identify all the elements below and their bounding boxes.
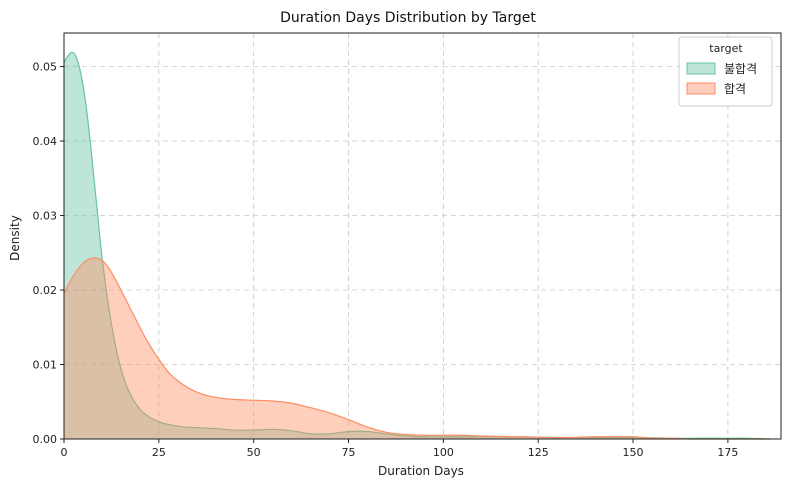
y-tick-label: 0.00 xyxy=(33,433,58,446)
x-tick-label: 100 xyxy=(433,446,454,459)
x-tick-label: 0 xyxy=(61,446,68,459)
density-area-series-1 xyxy=(64,257,770,439)
y-axis-label: Density xyxy=(8,215,22,261)
y-axis-ticks: 0.00 0.01 0.02 0.03 0.04 0.05 xyxy=(33,61,64,446)
x-tick-label: 150 xyxy=(623,446,644,459)
legend-swatch xyxy=(686,82,716,95)
y-tick-label: 0.04 xyxy=(33,135,58,148)
x-tick-label: 50 xyxy=(247,446,261,459)
x-axis-label: Duration Days xyxy=(378,464,464,478)
legend-title: target xyxy=(709,42,743,55)
x-tick-label: 125 xyxy=(528,446,549,459)
y-tick-label: 0.02 xyxy=(33,284,58,297)
x-tick-label: 175 xyxy=(717,446,738,459)
x-tick-label: 75 xyxy=(342,446,356,459)
x-axis-ticks: 0 25 50 75 100 125 150 175 xyxy=(61,439,738,459)
y-tick-label: 0.05 xyxy=(33,61,58,74)
legend-label: 불합격 xyxy=(724,62,757,76)
legend-swatch xyxy=(686,62,716,75)
density-line-series-1 xyxy=(63,257,770,440)
x-tick-label: 25 xyxy=(152,446,166,459)
legend-label: 합격 xyxy=(724,82,746,96)
y-tick-label: 0.01 xyxy=(33,359,58,372)
chart-title: Duration Days Distribution by Target xyxy=(280,10,536,26)
legend-box xyxy=(678,36,773,107)
plot-frame xyxy=(63,32,782,440)
y-tick-label: 0.03 xyxy=(33,210,58,223)
density-areas xyxy=(63,51,770,440)
